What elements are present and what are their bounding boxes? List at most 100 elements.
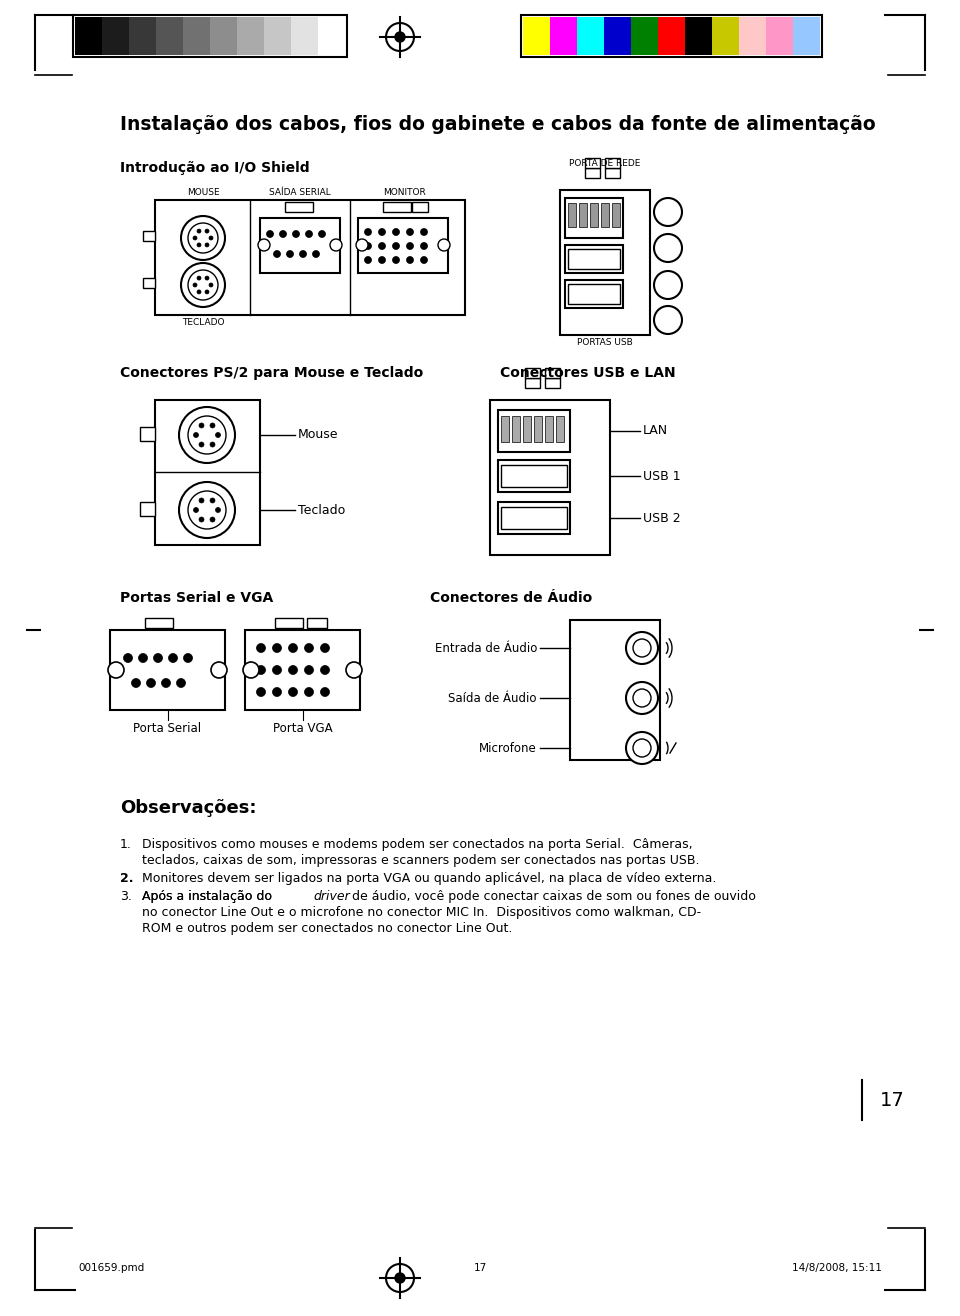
Circle shape (243, 662, 259, 678)
Text: Entrada de Áudio: Entrada de Áudio (435, 641, 537, 654)
Circle shape (305, 230, 313, 237)
Circle shape (304, 644, 314, 653)
Text: teclados, caixas de som, impressoras e scanners podem ser conectados nas portas : teclados, caixas de som, impressoras e s… (142, 854, 700, 867)
Bar (523, 17, 550, 55)
Bar (140, 501, 155, 516)
Circle shape (211, 662, 227, 678)
Text: Observações:: Observações: (120, 799, 256, 817)
Bar (102, 17, 129, 55)
Circle shape (210, 442, 215, 447)
Circle shape (256, 666, 266, 675)
Circle shape (626, 732, 658, 765)
Bar (658, 17, 685, 55)
Bar (712, 17, 739, 55)
Bar (604, 17, 631, 55)
Bar (534, 416, 542, 442)
Bar (512, 416, 520, 442)
Bar (145, 619, 173, 628)
Text: 2.: 2. (120, 873, 133, 884)
Circle shape (154, 654, 162, 662)
Bar (412, 201, 428, 212)
Text: ROM e outros podem ser conectados no conector Line Out.: ROM e outros podem ser conectados no con… (142, 923, 513, 934)
Bar (183, 17, 210, 55)
Circle shape (205, 290, 209, 293)
Circle shape (138, 654, 148, 662)
Circle shape (273, 644, 281, 653)
Circle shape (386, 1263, 414, 1292)
Bar (590, 203, 598, 226)
Circle shape (393, 242, 399, 250)
Bar (143, 278, 155, 288)
Bar (739, 17, 766, 55)
Circle shape (197, 229, 201, 233)
Circle shape (209, 236, 213, 240)
Circle shape (194, 433, 199, 437)
Bar (285, 201, 313, 212)
Circle shape (256, 644, 266, 653)
Circle shape (633, 640, 651, 657)
Text: 1.: 1. (120, 838, 132, 851)
Bar (766, 17, 793, 55)
Bar (631, 17, 658, 55)
Bar (501, 465, 567, 487)
Circle shape (626, 682, 658, 715)
Text: SAÍDA SERIAL: SAÍDA SERIAL (269, 188, 331, 197)
Text: Mouse: Mouse (298, 429, 339, 441)
Bar (210, 17, 237, 55)
Text: USB 2: USB 2 (643, 512, 681, 525)
Circle shape (286, 250, 294, 258)
Bar (560, 190, 650, 336)
Text: 001659.pmd: 001659.pmd (78, 1263, 144, 1273)
Circle shape (319, 230, 325, 237)
Bar (275, 619, 303, 628)
Circle shape (654, 271, 682, 299)
Circle shape (438, 240, 450, 251)
Circle shape (205, 276, 209, 280)
Bar (565, 280, 623, 308)
Circle shape (179, 407, 235, 463)
Circle shape (356, 240, 368, 251)
Circle shape (395, 32, 405, 42)
Text: 3.: 3. (120, 890, 132, 903)
Text: Conectores de Áudio: Conectores de Áudio (430, 591, 592, 605)
Text: Porta VGA: Porta VGA (273, 722, 332, 736)
Circle shape (179, 482, 235, 538)
Bar (523, 416, 531, 442)
Text: 17: 17 (473, 1263, 487, 1273)
Bar (498, 461, 570, 492)
Circle shape (169, 654, 178, 662)
Circle shape (365, 242, 372, 250)
Circle shape (304, 666, 314, 675)
Text: Conectores USB e LAN: Conectores USB e LAN (500, 366, 676, 380)
Circle shape (321, 666, 329, 675)
Circle shape (378, 229, 386, 236)
Text: Instalação dos cabos, fios do gabinete e cabos da fonte de alimentação: Instalação dos cabos, fios do gabinete e… (120, 116, 876, 134)
Bar (605, 168, 620, 178)
Text: Microfone: Microfone (479, 741, 537, 754)
Circle shape (393, 229, 399, 236)
Bar (501, 507, 567, 529)
Text: driver: driver (313, 890, 349, 903)
Text: TECLADO: TECLADO (181, 318, 225, 326)
Bar (260, 218, 340, 272)
Bar (155, 200, 465, 315)
Circle shape (273, 666, 281, 675)
Circle shape (209, 283, 213, 287)
Bar (490, 400, 610, 555)
Text: MONITOR: MONITOR (384, 188, 426, 197)
Bar (550, 17, 577, 55)
Circle shape (420, 257, 427, 263)
Circle shape (205, 243, 209, 247)
Bar (605, 158, 620, 168)
Bar (498, 411, 570, 451)
Bar (521, 14, 822, 57)
Text: Saída de Áudio: Saída de Áudio (448, 691, 537, 704)
Circle shape (197, 243, 201, 247)
Circle shape (321, 644, 329, 653)
Text: no conector Line Out e o microfone no conector MIC In.  Dispositivos como walkma: no conector Line Out e o microfone no co… (142, 905, 701, 919)
Bar (545, 378, 560, 388)
Bar (237, 17, 264, 55)
Text: Portas Serial e VGA: Portas Serial e VGA (120, 591, 274, 605)
Circle shape (199, 442, 204, 447)
Bar (140, 426, 155, 441)
